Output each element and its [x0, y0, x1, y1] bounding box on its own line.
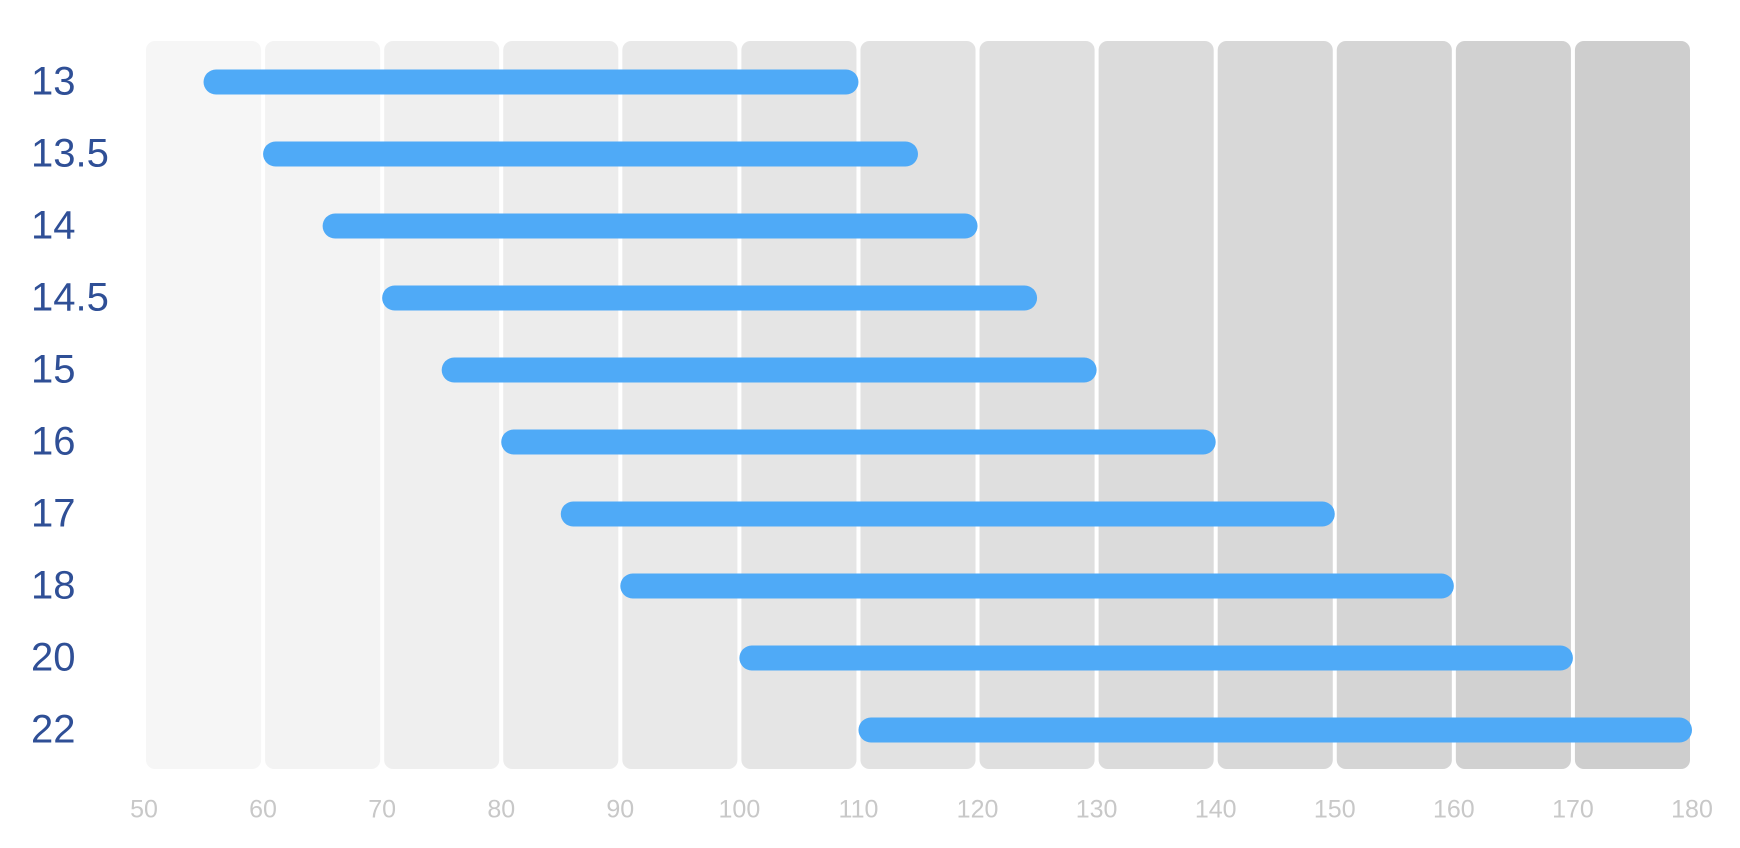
category-label: 14.5 — [31, 276, 109, 320]
grid-band — [146, 41, 262, 769]
x-tick-label: 160 — [1433, 796, 1475, 824]
x-tick-label: 100 — [719, 796, 761, 824]
range-bar — [739, 645, 1573, 671]
range-bar — [382, 285, 1038, 311]
grid-band — [1574, 41, 1690, 769]
range-bar — [858, 717, 1692, 743]
category-label: 22 — [31, 708, 76, 752]
x-tick-label: 180 — [1671, 796, 1713, 824]
category-label: 13 — [31, 60, 76, 104]
x-tick-label: 120 — [957, 796, 999, 824]
x-tick-label: 80 — [487, 796, 515, 824]
x-tick-label: 140 — [1195, 796, 1237, 824]
range-bar — [263, 141, 919, 167]
range-bar — [620, 573, 1454, 599]
category-label: 13.5 — [31, 132, 109, 176]
range-bar — [560, 501, 1335, 527]
category-label: 16 — [31, 420, 76, 464]
range-bar — [501, 429, 1216, 455]
range-bar — [441, 357, 1097, 383]
category-label: 17 — [31, 492, 76, 536]
category-label: 18 — [31, 564, 76, 608]
x-tick-label: 150 — [1314, 796, 1356, 824]
x-tick-label: 50 — [130, 796, 158, 824]
x-tick-label: 170 — [1552, 796, 1594, 824]
category-label: 15 — [31, 348, 76, 392]
category-label: 14 — [31, 204, 76, 248]
range-bar — [203, 69, 859, 95]
x-tick-label: 60 — [249, 796, 277, 824]
x-tick-label: 70 — [368, 796, 396, 824]
range-bar — [322, 213, 978, 239]
x-tick-label: 110 — [839, 796, 879, 824]
grid-band — [1455, 41, 1571, 769]
x-tick-label: 90 — [606, 796, 634, 824]
x-tick-label: 130 — [1076, 796, 1118, 824]
category-label: 20 — [31, 636, 76, 680]
